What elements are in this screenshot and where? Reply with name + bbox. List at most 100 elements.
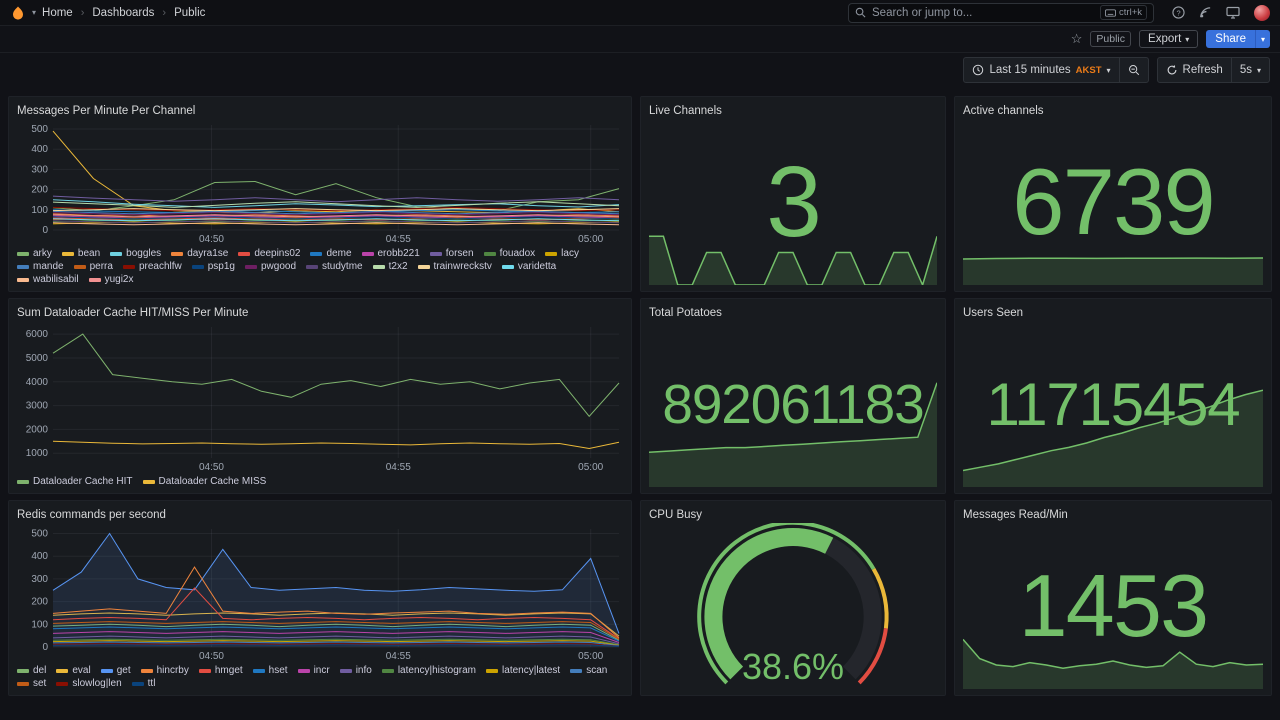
- share-button[interactable]: Share: [1206, 30, 1255, 48]
- monitor-icon[interactable]: [1226, 6, 1240, 19]
- legend-item[interactable]: scan: [570, 665, 607, 676]
- svg-text:3000: 3000: [26, 401, 49, 412]
- legend-item[interactable]: set: [17, 678, 46, 689]
- total-potatoes-sparkline[interactable]: [649, 375, 937, 487]
- breadcrumb-dashboards[interactable]: Dashboards: [92, 6, 155, 19]
- panel-title[interactable]: CPU Busy: [649, 509, 703, 521]
- messages-per-minute-chart[interactable]: 0 100 200 300 400 500 04:50 04:55 05:00: [17, 119, 623, 246]
- legend-color-marker: [245, 264, 257, 269]
- legend-item[interactable]: lacy: [545, 248, 579, 259]
- cpu-busy-gauge[interactable]: 38.6%: [649, 523, 937, 689]
- legend-item[interactable]: erobb221: [361, 248, 420, 259]
- users-seen-sparkline[interactable]: [963, 375, 1263, 487]
- legend-item[interactable]: wabilisabil: [17, 274, 79, 285]
- chevron-down-icon: ▾: [1260, 34, 1265, 44]
- svg-text:500: 500: [31, 124, 48, 135]
- legend-color-marker: [191, 264, 204, 269]
- search-input[interactable]: Search or jump to... ctrl+k: [848, 2, 1154, 23]
- legend-item[interactable]: mande: [17, 261, 64, 272]
- legend-item[interactable]: bean: [61, 248, 100, 259]
- panel-title[interactable]: Total Potatoes: [649, 307, 722, 319]
- legend-color-marker: [17, 479, 29, 484]
- timezone-label: AKST: [1075, 64, 1102, 76]
- legend-item[interactable]: Dataloader Cache MISS: [142, 476, 266, 487]
- zoom-out-button[interactable]: [1118, 58, 1148, 82]
- panel-title[interactable]: Messages Read/Min: [963, 509, 1068, 521]
- legend-item[interactable]: deme: [310, 248, 352, 259]
- redis-commands-chart[interactable]: 0 100 200 300 400 500 04:50 04:55 05:00: [17, 523, 623, 663]
- legend-item[interactable]: fouadox: [483, 248, 535, 259]
- zoom-out-icon: [1128, 65, 1139, 76]
- star-icon[interactable]: ☆: [1070, 31, 1083, 46]
- legend-item[interactable]: pwgood: [245, 261, 296, 272]
- legend-color-marker: [417, 264, 430, 269]
- legend-item[interactable]: Dataloader Cache HIT: [17, 476, 133, 487]
- refresh-button[interactable]: Refresh: [1158, 58, 1231, 82]
- panel-title[interactable]: Messages Per Minute Per Channel: [17, 105, 196, 117]
- legend-item[interactable]: latency|histogram: [381, 665, 476, 676]
- org-switcher-caret-icon[interactable]: ▾: [32, 8, 37, 17]
- news-rss-icon[interactable]: [1199, 6, 1212, 19]
- legend-item[interactable]: varidetta: [501, 261, 556, 272]
- share-caret-button[interactable]: ▾: [1254, 30, 1270, 48]
- legend-item[interactable]: t2x2: [372, 261, 408, 272]
- legend-color-marker: [56, 681, 69, 686]
- time-range-group: Last 15 minutes AKST ▾: [963, 57, 1149, 83]
- chevron-down-icon: ▾: [1256, 65, 1261, 75]
- legend-color-marker: [545, 251, 558, 256]
- breadcrumb-home[interactable]: Home: [42, 6, 73, 19]
- panel-title[interactable]: Redis commands per second: [17, 509, 166, 521]
- grafana-logo-icon[interactable]: [10, 5, 26, 21]
- legend-item[interactable]: preachlfw: [122, 261, 182, 272]
- dashboard-grid: Messages Per Minute Per Channel 0 100 200 3…: [0, 87, 1280, 720]
- panel-title[interactable]: Sum Dataloader Cache HIT/MISS Per Minute: [17, 307, 249, 319]
- legend-color-marker: [486, 668, 499, 673]
- svg-text:04:55: 04:55: [386, 462, 411, 473]
- refresh-interval-picker[interactable]: 5s ▾: [1230, 58, 1269, 82]
- redis-legend: del eval get hincrby hmget hset incr info latenc…: [17, 663, 623, 689]
- refresh-group: Refresh 5s ▾: [1156, 57, 1270, 83]
- legend-item[interactable]: hmget: [198, 665, 243, 676]
- dataloader-cache-chart[interactable]: 1000 2000 3000 4000 5000 6000 04:50 04:55 05:00: [17, 321, 623, 474]
- legend-item[interactable]: ttl: [131, 678, 155, 689]
- legend-item[interactable]: forsen: [429, 248, 474, 259]
- legend-item[interactable]: psp1g: [191, 261, 235, 272]
- legend-item[interactable]: hincrby: [140, 665, 189, 676]
- legend-color-marker: [297, 668, 310, 673]
- legend-item[interactable]: slowlog|len: [56, 678, 122, 689]
- legend-item[interactable]: info: [339, 665, 372, 676]
- breadcrumb-separator: ›: [80, 6, 85, 19]
- panel-title[interactable]: Users Seen: [963, 307, 1024, 319]
- export-button[interactable]: Export ▾: [1139, 30, 1199, 48]
- legend-item[interactable]: eval: [56, 665, 91, 676]
- breadcrumb-public[interactable]: Public: [174, 6, 206, 19]
- legend-item[interactable]: get: [100, 665, 131, 676]
- user-avatar[interactable]: [1254, 4, 1270, 21]
- time-range-picker[interactable]: Last 15 minutes AKST ▾: [964, 58, 1118, 82]
- active-channels-sparkline[interactable]: [963, 251, 1263, 285]
- panel-title[interactable]: Active channels: [963, 105, 1044, 117]
- svg-text:04:50: 04:50: [199, 651, 224, 662]
- legend-item[interactable]: boggles: [110, 248, 161, 259]
- panel-live-channels: Live Channels 3: [640, 96, 946, 292]
- legend-item[interactable]: trainwreckstv: [417, 261, 492, 272]
- legend-item[interactable]: deepins02: [238, 248, 300, 259]
- legend-item[interactable]: hset: [252, 665, 288, 676]
- legend-item[interactable]: arky: [17, 248, 52, 259]
- panel-title[interactable]: Live Channels: [649, 105, 722, 117]
- legend-item[interactable]: del: [17, 665, 46, 676]
- legend-item[interactable]: yugi2x: [88, 274, 133, 285]
- legend-item[interactable]: latency|latest: [486, 665, 560, 676]
- legend-item[interactable]: perra: [73, 261, 113, 272]
- live-channels-sparkline[interactable]: [649, 231, 937, 285]
- legend-item[interactable]: studytme: [306, 261, 363, 272]
- messages-read-sparkline[interactable]: [963, 631, 1263, 689]
- legend-item[interactable]: incr: [297, 665, 330, 676]
- legend-color-marker: [361, 251, 374, 256]
- panel-redis-commands: Redis commands per second 0 100 200 300 400 5…: [8, 500, 632, 696]
- legend-color-marker: [17, 668, 29, 673]
- legend-item[interactable]: dayra1se: [171, 248, 228, 259]
- legend-color-marker: [131, 681, 144, 686]
- help-icon[interactable]: ?: [1172, 6, 1185, 19]
- svg-text:04:55: 04:55: [386, 234, 411, 245]
